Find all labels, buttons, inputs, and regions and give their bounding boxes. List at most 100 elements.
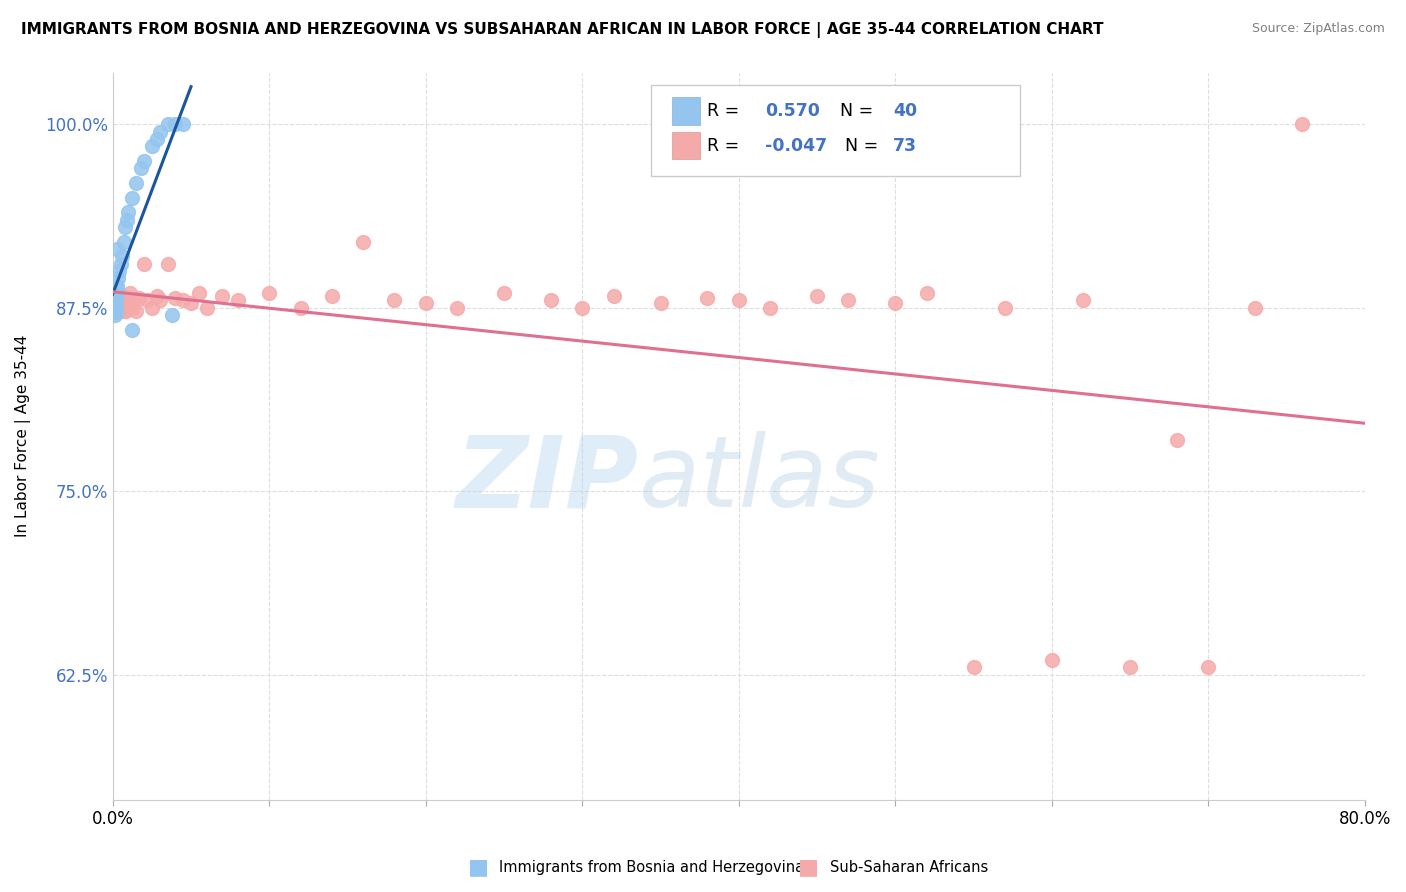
Point bbox=[149, 125, 172, 139]
Point bbox=[108, 301, 131, 315]
Point bbox=[114, 301, 136, 315]
Text: ■: ■ bbox=[799, 857, 818, 877]
Point bbox=[105, 293, 128, 308]
Point bbox=[160, 308, 183, 322]
Point bbox=[1166, 433, 1188, 447]
Point bbox=[115, 212, 138, 227]
Point bbox=[259, 286, 281, 301]
Point bbox=[111, 250, 134, 264]
Point bbox=[962, 660, 984, 674]
Point bbox=[132, 257, 155, 271]
Point bbox=[129, 161, 152, 176]
Point bbox=[806, 289, 828, 303]
Point bbox=[104, 305, 127, 319]
Text: -0.047: -0.047 bbox=[765, 136, 827, 154]
Point bbox=[226, 293, 249, 308]
Point bbox=[104, 291, 127, 305]
Point bbox=[103, 303, 125, 318]
Point bbox=[107, 301, 129, 315]
Point bbox=[290, 301, 312, 315]
Point bbox=[115, 303, 138, 318]
Point bbox=[180, 296, 202, 310]
Point bbox=[107, 303, 129, 318]
Text: N =: N = bbox=[841, 102, 879, 120]
Point bbox=[118, 286, 141, 301]
Point bbox=[104, 286, 127, 301]
Point bbox=[446, 301, 468, 315]
Point bbox=[103, 293, 125, 308]
Point bbox=[103, 293, 125, 308]
Point bbox=[1244, 301, 1267, 315]
Point bbox=[103, 293, 125, 308]
Point bbox=[103, 291, 125, 305]
Point bbox=[111, 303, 134, 318]
Point bbox=[110, 257, 132, 271]
Point bbox=[994, 301, 1017, 315]
Text: 0.570: 0.570 bbox=[765, 102, 820, 120]
Point bbox=[117, 301, 139, 315]
Point bbox=[105, 282, 128, 296]
Text: 73: 73 bbox=[893, 136, 917, 154]
Point bbox=[125, 176, 148, 190]
Point bbox=[103, 298, 125, 312]
Point bbox=[105, 303, 128, 318]
Point bbox=[122, 293, 145, 308]
Point bbox=[107, 293, 129, 308]
Point bbox=[112, 291, 135, 305]
Point bbox=[103, 301, 125, 315]
Point bbox=[1071, 293, 1094, 308]
FancyBboxPatch shape bbox=[651, 86, 1021, 176]
Point bbox=[141, 139, 163, 153]
Point bbox=[132, 154, 155, 169]
Point bbox=[107, 291, 129, 305]
Point bbox=[156, 117, 179, 131]
Point bbox=[1040, 653, 1063, 667]
Point bbox=[105, 293, 128, 308]
Point bbox=[108, 291, 131, 305]
Point bbox=[165, 117, 187, 131]
Point bbox=[759, 301, 782, 315]
Point bbox=[121, 301, 143, 315]
Text: ZIP: ZIP bbox=[456, 432, 638, 528]
Point bbox=[837, 293, 859, 308]
Point bbox=[110, 301, 132, 315]
Point bbox=[156, 257, 179, 271]
Point bbox=[104, 301, 127, 315]
Point bbox=[103, 301, 125, 315]
Point bbox=[145, 132, 167, 146]
Point bbox=[602, 289, 624, 303]
Point bbox=[128, 291, 150, 305]
Point bbox=[211, 289, 233, 303]
Text: atlas: atlas bbox=[638, 432, 880, 528]
Point bbox=[104, 289, 127, 303]
Point bbox=[121, 323, 143, 337]
Point bbox=[492, 286, 515, 301]
Point bbox=[571, 301, 593, 315]
Text: R =: R = bbox=[707, 102, 745, 120]
Point bbox=[103, 303, 125, 318]
FancyBboxPatch shape bbox=[672, 97, 700, 125]
Point bbox=[195, 301, 218, 315]
Point bbox=[352, 235, 374, 249]
Point bbox=[104, 296, 127, 310]
Point bbox=[117, 205, 139, 219]
Point bbox=[104, 293, 127, 308]
Point bbox=[125, 303, 148, 318]
Point bbox=[384, 293, 406, 308]
Point bbox=[145, 289, 167, 303]
Point bbox=[915, 286, 938, 301]
Point bbox=[103, 301, 125, 315]
Point bbox=[114, 293, 136, 308]
Point bbox=[136, 293, 159, 308]
Text: Sub-Saharan Africans: Sub-Saharan Africans bbox=[830, 860, 988, 874]
Text: N =: N = bbox=[845, 136, 884, 154]
Point bbox=[104, 286, 127, 301]
Text: Source: ZipAtlas.com: Source: ZipAtlas.com bbox=[1251, 22, 1385, 36]
Text: R =: R = bbox=[707, 136, 745, 154]
Point bbox=[107, 271, 129, 285]
Point bbox=[104, 286, 127, 301]
Point bbox=[650, 296, 672, 310]
Text: 40: 40 bbox=[893, 102, 917, 120]
Point bbox=[114, 220, 136, 235]
Point bbox=[540, 293, 562, 308]
